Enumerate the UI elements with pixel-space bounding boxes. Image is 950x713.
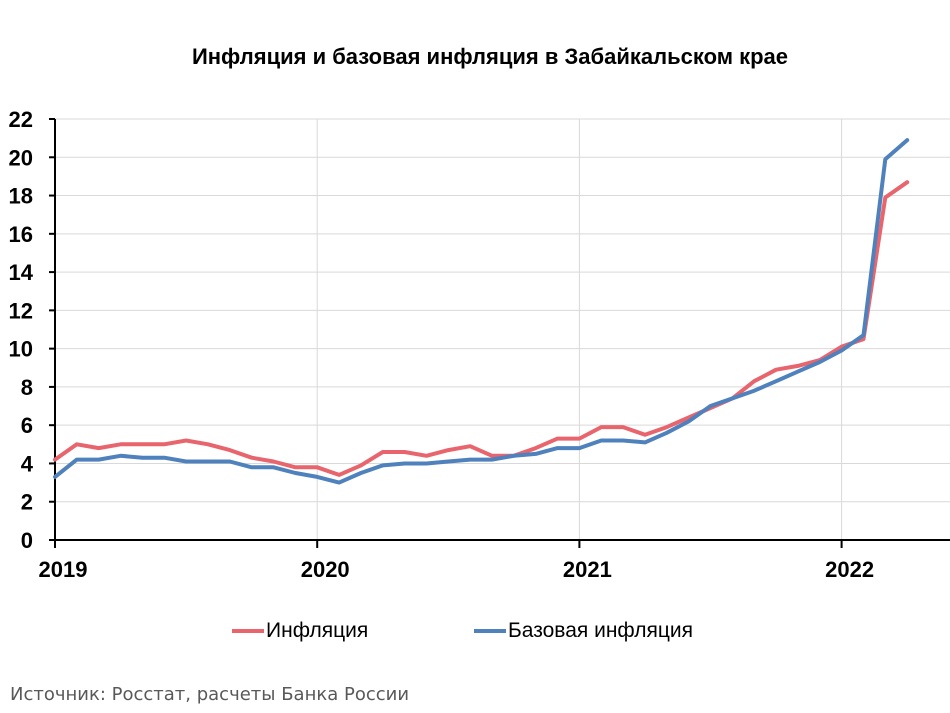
y-tick-label: 18	[9, 184, 33, 209]
y-tick-label: 12	[9, 298, 33, 323]
y-tick-label: 16	[9, 222, 33, 247]
y-tick-label: 20	[9, 145, 33, 170]
x-axis-ticks: 2019 2020 2021 2022	[39, 540, 874, 582]
series-group	[53, 138, 910, 485]
vertical-gridlines	[316, 119, 843, 540]
x-tick-label: 2022	[825, 557, 874, 582]
legend-label-core-inflation: Базовая инфляция	[508, 619, 694, 642]
y-tick-label: 14	[9, 260, 34, 285]
series-line-inflation	[53, 180, 910, 477]
legend-item-core-inflation: Базовая инфляция	[474, 616, 693, 646]
legend-label-inflation: Инфляция	[266, 619, 369, 642]
source-note: Источник: Росстат, расчеты Банка России	[10, 684, 410, 705]
chart-title: Инфляция и базовая инфляция в Забайкальс…	[191, 44, 789, 69]
series-line-core-inflation	[53, 138, 910, 485]
y-tick-label: 6	[21, 413, 33, 438]
y-tick-label: 22	[9, 107, 33, 132]
y-axis-ticks: 0 2 4 6 8 10 12 14 16 18 20 22	[9, 107, 55, 553]
y-tick-label: 2	[21, 490, 33, 515]
y-tick-label: 10	[9, 337, 33, 362]
x-tick-label: 2021	[563, 557, 612, 582]
y-tick-label: 4	[21, 451, 34, 476]
legend-swatch-core-inflation	[474, 629, 506, 633]
y-tick-label: 8	[21, 375, 33, 400]
x-tick-label: 2019	[39, 557, 88, 582]
y-tick-label: 0	[21, 528, 33, 553]
horizontal-gridlines	[55, 118, 950, 503]
x-tick-label: 2020	[301, 557, 350, 582]
legend-swatch-inflation	[232, 629, 264, 633]
legend-item-inflation: Инфляция	[232, 616, 368, 646]
